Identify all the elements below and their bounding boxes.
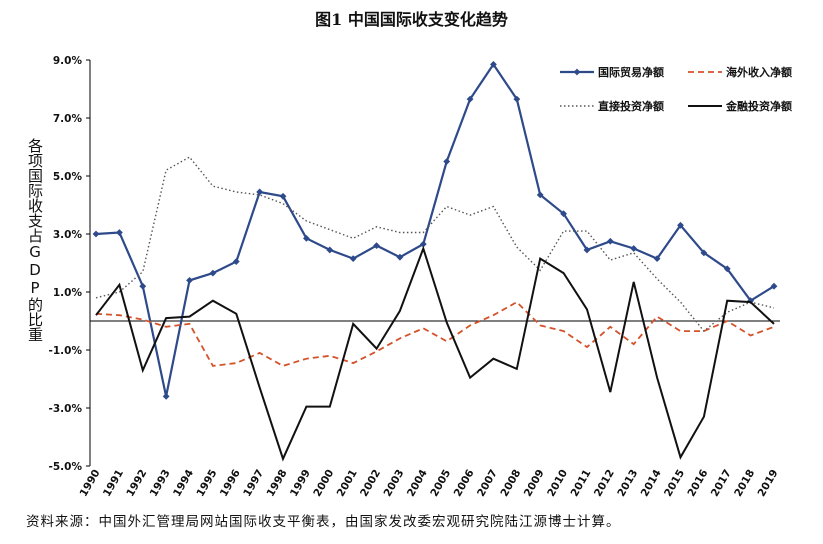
data-point <box>700 249 708 257</box>
x-tick-label: 1992 <box>124 468 149 499</box>
x-tick-label: 2007 <box>475 468 500 499</box>
y-tick-label: 3.0% <box>53 229 83 241</box>
x-tick-label: 1994 <box>171 468 196 499</box>
x-tick-label: 2013 <box>615 468 640 499</box>
x-tick-label: 2004 <box>405 468 430 499</box>
x-tick-label: 1993 <box>148 468 173 499</box>
legend-marker <box>573 68 581 76</box>
data-point <box>443 158 451 165</box>
data-point <box>115 229 123 236</box>
data-point <box>677 221 684 229</box>
data-point <box>186 277 193 284</box>
series-line-4 <box>95 245 775 462</box>
data-point <box>139 282 147 290</box>
x-tick-label: 2006 <box>452 468 477 499</box>
data-point <box>490 60 497 68</box>
data-point <box>92 230 100 238</box>
x-tick-label: 2005 <box>428 468 453 499</box>
y-tick-label: -1.0% <box>49 345 83 357</box>
series-line-1 <box>95 62 775 397</box>
x-tick-label: 1998 <box>265 468 290 499</box>
data-point <box>606 237 614 245</box>
x-tick-label: 2015 <box>662 468 687 499</box>
x-tick-label: 1996 <box>218 468 243 499</box>
x-tick-label: 2012 <box>592 468 617 499</box>
x-tick-label: 2001 <box>335 468 360 499</box>
x-tick-label: 1991 <box>101 468 126 499</box>
data-point <box>303 234 310 242</box>
legend-label-4: 金融投资净额 <box>725 99 792 113</box>
x-tick-label: 2000 <box>311 468 336 499</box>
data-point <box>209 269 217 277</box>
data-point <box>653 255 661 263</box>
data-point <box>256 188 264 196</box>
data-point <box>349 255 357 263</box>
x-tick-label: 2011 <box>569 468 594 499</box>
data-point <box>770 282 778 290</box>
x-tick-label: 2008 <box>498 468 523 499</box>
y-tick-label: 1.0% <box>53 287 83 299</box>
data-point <box>279 192 287 200</box>
data-point <box>560 210 567 218</box>
legend-label-1: 国际贸易净额 <box>598 65 664 79</box>
chart-canvas: 9.0%7.0%5.0%3.0%1.0%-1.0%-3.0%-5.0%19901… <box>49 55 792 499</box>
x-tick-label: 2014 <box>639 468 664 499</box>
x-tick-label: 2002 <box>358 468 383 499</box>
data-point <box>583 246 591 254</box>
x-tick-label: 1995 <box>194 468 219 499</box>
x-tick-label: 2019 <box>756 468 781 499</box>
series-line-3 <box>95 156 775 333</box>
y-tick-label: 9.0% <box>53 55 83 67</box>
y-tick-label: -3.0% <box>49 403 83 415</box>
data-point <box>536 191 544 199</box>
x-tick-label: 2009 <box>522 468 547 499</box>
legend-label-2: 海外收入净额 <box>726 65 792 79</box>
data-point <box>396 253 404 261</box>
y-axis-label-text: 各项国际收支占GDP的比重 <box>26 138 44 342</box>
y-tick-label: -5.0% <box>49 461 83 473</box>
data-point <box>326 246 334 254</box>
data-point <box>419 240 427 248</box>
data-point <box>373 242 380 249</box>
data-point <box>723 265 731 273</box>
data-point <box>513 95 521 103</box>
y-axis-label: 各项国际收支占GDP的比重 <box>24 138 46 342</box>
chart-title: 图1 中国国际收支变化趋势 <box>315 10 508 29</box>
data-point <box>162 393 170 400</box>
source-note: 资料来源：中国外汇管理局网站国际收支平衡表，由国家发改委宏观研究院陆江源博士计算… <box>26 514 621 530</box>
y-tick-label: 5.0% <box>53 171 83 183</box>
x-tick-label: 2016 <box>685 468 710 499</box>
x-tick-label: 2003 <box>382 468 407 499</box>
x-tick-label: 2010 <box>545 468 570 499</box>
data-point <box>232 258 240 265</box>
y-tick-label: 7.0% <box>53 113 83 125</box>
legend-label-3: 直接投资净额 <box>598 99 664 113</box>
data-point <box>630 245 638 252</box>
series-line-2 <box>95 300 775 367</box>
x-tick-label: 2017 <box>709 468 734 499</box>
data-point <box>466 95 474 103</box>
x-tick-label: 1999 <box>288 468 313 499</box>
x-tick-label: 2018 <box>732 468 757 499</box>
x-tick-label: 1997 <box>241 468 266 499</box>
